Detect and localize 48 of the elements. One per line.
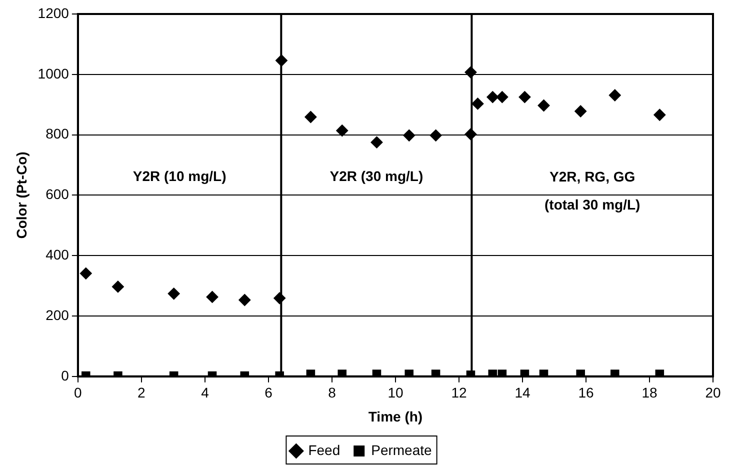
point: [404, 370, 414, 376]
x-tick-label: 0: [74, 384, 82, 401]
point: [338, 370, 347, 376]
y-axis-title: Color (Pt-Co): [13, 152, 30, 239]
annotation: Y2R (30 mg/L): [330, 168, 424, 184]
x-tick-label: 10: [388, 384, 404, 401]
y-tick-label: 600: [46, 186, 70, 202]
x-tick-label: 16: [578, 384, 594, 401]
point: [576, 370, 585, 376]
point: [370, 136, 383, 148]
point: [168, 288, 180, 300]
point: [336, 124, 348, 137]
x-tick-label: 2: [138, 384, 146, 401]
x-tick-label: 18: [642, 384, 658, 401]
point: [518, 91, 531, 104]
x-axis-title: Time (h): [368, 408, 423, 424]
x-tick-label: 8: [328, 384, 336, 401]
x-tick-label: 12: [451, 384, 467, 401]
legend-label: Feed: [308, 442, 340, 458]
y-tick-label: 1000: [38, 65, 70, 82]
y-tick-label: 400: [46, 246, 70, 262]
point: [486, 91, 499, 104]
point: [238, 294, 251, 306]
point: [112, 280, 124, 293]
point: [538, 100, 550, 112]
point: [654, 108, 666, 121]
x-tick-label: 14: [514, 384, 530, 401]
annotation: Y2R (10 mg/L): [132, 168, 226, 184]
y-tick-label: 1200: [38, 4, 70, 21]
legend-label: Permeate: [371, 442, 432, 458]
point: [80, 267, 92, 280]
point: [496, 91, 508, 104]
point: [472, 98, 484, 110]
point: [574, 105, 587, 118]
x-tick-label: 4: [201, 384, 210, 401]
point: [403, 129, 416, 142]
x-tick-label: 6: [264, 384, 273, 401]
annotation: Y2R, RG, GG (total 30 mg/L): [544, 168, 640, 212]
point: [304, 110, 317, 123]
y-tick-label: 0: [61, 367, 70, 384]
y-tick-label: 800: [46, 126, 70, 142]
point: [488, 370, 498, 376]
y-tick-label: 200: [46, 306, 70, 323]
point: [610, 370, 620, 376]
point: [430, 129, 442, 142]
point: [206, 290, 218, 303]
point: [608, 89, 621, 102]
x-tick-label: 20: [705, 384, 721, 401]
